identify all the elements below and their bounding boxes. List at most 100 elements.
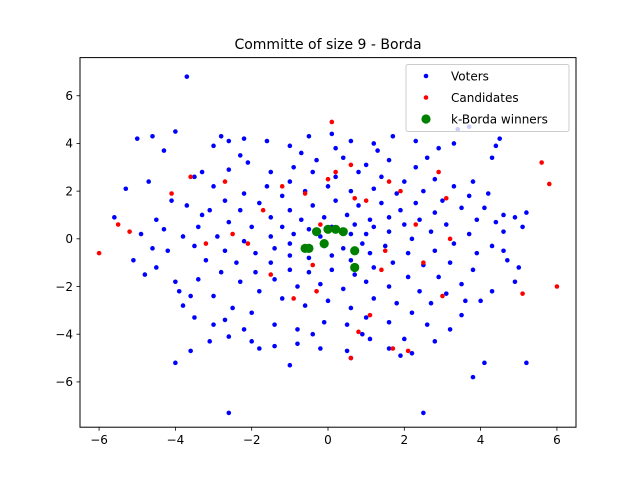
point-0-19 (413, 138, 419, 144)
x-tick-label-4: 2 (400, 433, 408, 447)
point-0-182 (371, 224, 377, 230)
point-0-104 (195, 224, 201, 230)
point-0-229 (241, 327, 247, 332)
point-0-137 (295, 284, 300, 289)
point-0-225 (184, 203, 190, 208)
point-0-91 (459, 205, 464, 211)
point-0-154 (249, 224, 254, 230)
legend-box (405, 64, 570, 132)
point-0-231 (360, 331, 365, 337)
point-0-100 (264, 184, 270, 189)
point-0-76 (249, 310, 254, 316)
series-2 (300, 224, 360, 273)
point-0-56 (478, 298, 483, 304)
point-0-200 (188, 348, 193, 354)
point-0-119 (451, 241, 457, 246)
point-1-26 (440, 293, 445, 299)
legend-label-1: Candidates (451, 91, 519, 105)
point-0-2 (421, 410, 426, 416)
point-0-115 (394, 300, 399, 306)
point-1-41 (310, 262, 316, 268)
point-0-107 (218, 269, 224, 275)
point-0-227 (470, 179, 476, 184)
point-0-232 (424, 322, 430, 327)
point-0-219 (501, 248, 506, 254)
point-0-172 (279, 224, 285, 230)
point-0-52 (505, 257, 510, 263)
point-0-131 (226, 219, 232, 225)
point-0-144 (432, 248, 438, 254)
point-1-16 (325, 176, 331, 182)
point-1-35 (245, 241, 251, 246)
point-0-221 (485, 191, 491, 196)
point-0-68 (226, 334, 232, 339)
point-1-39 (318, 222, 323, 227)
point-0-120 (443, 222, 449, 227)
point-0-161 (352, 272, 358, 277)
point-0-165 (409, 236, 415, 242)
point-0-213 (375, 148, 380, 153)
point-0-185 (306, 226, 312, 232)
point-0-158 (287, 267, 293, 273)
point-0-171 (298, 217, 304, 223)
point-0-30 (142, 272, 148, 277)
point-0-140 (363, 279, 369, 285)
x-tick-label-1: −4 (167, 433, 185, 447)
point-1-30 (356, 329, 361, 335)
point-0-7 (161, 148, 167, 153)
point-0-86 (459, 281, 464, 287)
point-0-8 (123, 186, 129, 192)
point-0-43 (432, 176, 438, 182)
point-0-57 (459, 312, 464, 318)
point-1-13 (268, 272, 274, 277)
point-0-4 (134, 136, 140, 141)
point-0-64 (318, 346, 323, 351)
point-0-130 (237, 207, 243, 213)
points-layer (96, 74, 560, 416)
x-axis-ticks: −6 −4 −2 0 2 4 6 (90, 427, 561, 447)
point-0-82 (386, 319, 392, 325)
point-0-45 (466, 193, 472, 199)
point-0-145 (428, 229, 434, 234)
x-tick-label-6: 6 (553, 433, 561, 447)
point-0-190 (340, 246, 346, 251)
point-1-23 (436, 169, 441, 175)
point-2-2 (319, 238, 329, 249)
point-0-233 (222, 317, 228, 323)
point-1-27 (421, 260, 426, 265)
point-1-3 (539, 160, 544, 165)
point-0-156 (253, 250, 258, 256)
point-1-40 (382, 248, 388, 254)
point-1-14 (291, 296, 296, 301)
point-0-169 (344, 212, 350, 218)
series-0 (112, 74, 529, 416)
point-0-230 (310, 331, 316, 337)
point-0-5 (173, 129, 178, 134)
point-0-113 (348, 305, 354, 311)
point-0-103 (207, 207, 213, 213)
point-1-37 (329, 119, 335, 125)
point-1-38 (398, 188, 403, 194)
point-0-41 (386, 157, 392, 163)
point-0-155 (241, 238, 247, 244)
point-0-179 (367, 250, 373, 256)
point-0-211 (424, 155, 430, 161)
point-1-11 (203, 241, 209, 246)
point-1-31 (405, 348, 411, 354)
point-1-12 (260, 207, 266, 213)
point-0-204 (524, 210, 529, 215)
point-0-201 (497, 136, 502, 141)
point-0-148 (379, 200, 384, 206)
point-0-116 (417, 288, 422, 294)
point-0-192 (363, 231, 369, 237)
point-1-20 (363, 198, 369, 203)
point-0-141 (386, 284, 392, 289)
point-0-3 (150, 133, 155, 139)
point-0-108 (237, 279, 243, 285)
point-0-44 (451, 184, 457, 189)
point-0-94 (402, 179, 407, 184)
point-0-99 (287, 179, 293, 184)
point-0-88 (474, 250, 480, 256)
point-0-51 (489, 243, 495, 249)
